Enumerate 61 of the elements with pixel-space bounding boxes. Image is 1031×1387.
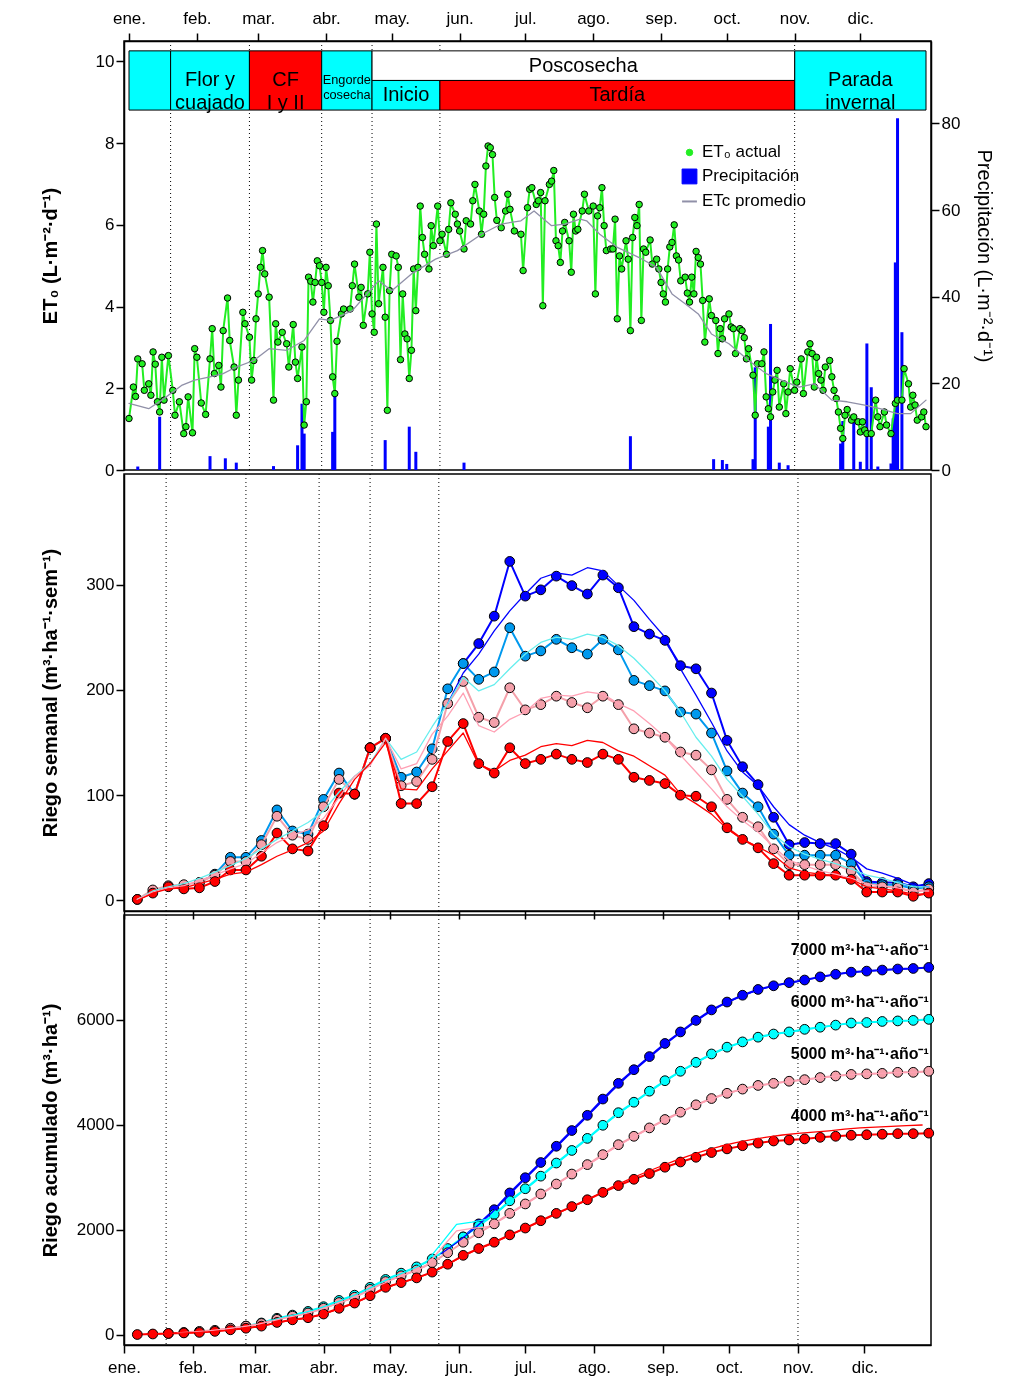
x-tick-label: dic. [851, 1357, 879, 1377]
legend-label: ETc promedio [702, 191, 806, 211]
y-tick-label: 2000 [76, 1220, 115, 1240]
y-tick-label: 2 [105, 378, 115, 398]
x-tick-label: abr. [309, 1357, 339, 1377]
x-tick-label: sep. [645, 8, 678, 28]
y-tick-label: 4 [105, 297, 115, 317]
y-tick-label: 0 [105, 890, 115, 910]
x-tick-label: mar. [238, 1357, 272, 1377]
band-label: Parada invernal [825, 68, 896, 114]
y2-axis-title: Precipitación (L·m⁻²·d⁻¹) [974, 149, 997, 363]
y2-tick-label: 60 [941, 200, 961, 220]
y-tick-label: 4000 [76, 1115, 115, 1135]
series-label: 5000 m³·ha⁻¹·año⁻¹ [790, 1045, 929, 1063]
y2-tick-label: 20 [941, 373, 961, 393]
x-tick-label: dic. [847, 8, 875, 28]
series-label: 4000 m³·ha⁻¹·año⁻¹ [790, 1107, 929, 1125]
y-tick-label: 6 [105, 215, 115, 235]
x-tick-label: oct. [716, 1357, 744, 1377]
y-tick-label: 100 [86, 785, 115, 805]
y-tick-label: 300 [86, 575, 115, 595]
band-label: Inicio [382, 83, 430, 106]
y2-tick-label: 40 [941, 287, 961, 307]
x-tick-label: nov. [783, 1357, 814, 1377]
y-tick-label: 0 [105, 460, 115, 480]
y-tick-label: 8 [105, 133, 115, 153]
x-tick-label: may. [374, 8, 411, 28]
x-tick-label: may. [372, 1357, 409, 1377]
band-label: Tardía [589, 83, 646, 106]
x-tick-label: mar. [242, 8, 276, 28]
y-axis-title: Riego semanal (m³·ha⁻¹·sem⁻¹) [38, 548, 61, 838]
x-tick-label: jun. [444, 1357, 473, 1377]
y-tick-label: 200 [86, 680, 115, 700]
x-tick-label: sep. [647, 1357, 680, 1377]
x-tick-label: ago. [577, 8, 611, 28]
legend-label: ET₀ actual [702, 142, 781, 162]
x-tick-label: jul. [513, 1357, 537, 1377]
y2-tick-label: 80 [941, 113, 961, 133]
x-tick-label: abr. [312, 8, 341, 28]
x-tick-label: jun. [445, 8, 474, 28]
y-axis-title: ET₀ (L·m⁻²·d⁻¹) [38, 187, 61, 325]
x-tick-label: ene. [107, 1357, 142, 1377]
y2-tick-label: 0 [941, 460, 951, 480]
series-label: 6000 m³·ha⁻¹·año⁻¹ [790, 993, 929, 1011]
x-tick-label: feb. [183, 8, 212, 28]
y-tick-label: 6000 [76, 1010, 115, 1030]
x-tick-label: nov. [779, 8, 811, 28]
band-label: Poscosecha [528, 53, 639, 76]
legend-label: Precipitación [702, 166, 800, 186]
x-tick-label: ago. [577, 1357, 612, 1377]
y-tick-label: 0 [105, 1325, 115, 1345]
y-tick-label: 10 [95, 51, 115, 71]
x-tick-label: jul. [513, 8, 537, 28]
x-tick-label: ene. [112, 8, 147, 28]
band-label: Flor y cuajado [175, 68, 245, 114]
x-tick-label: oct. [713, 8, 741, 28]
x-tick-label: feb. [179, 1357, 208, 1377]
series-label: 7000 m³·ha⁻¹·año⁻¹ [790, 941, 929, 959]
band-label: Engorde cosecha [322, 72, 372, 103]
y-axis-title: Riego acumulado (m³·ha⁻¹) [38, 1003, 61, 1258]
band-label: CF I y II [266, 68, 305, 114]
